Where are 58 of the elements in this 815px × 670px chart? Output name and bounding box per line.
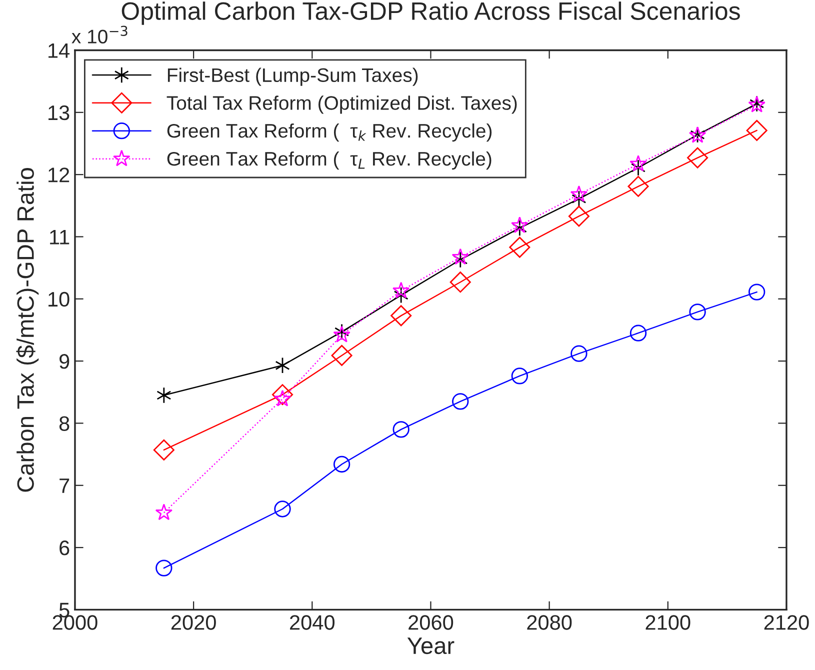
point <box>511 216 528 233</box>
x-axis-title: Year <box>407 638 454 654</box>
point <box>572 190 586 208</box>
y-tick-label: 11 <box>50 230 70 244</box>
point <box>630 154 647 172</box>
point <box>746 120 768 141</box>
x-tick-label: 2100 <box>646 615 690 630</box>
point <box>390 305 412 326</box>
point <box>155 504 173 520</box>
point <box>687 147 708 168</box>
point <box>452 248 469 265</box>
y-tick-label: 10 <box>48 292 70 307</box>
legend-label: Green Tax Reform ( τ$_{L}$ Rev. Recycle) <box>167 151 492 170</box>
y-tick-label: 6 <box>60 540 70 556</box>
point <box>392 421 410 438</box>
point <box>394 286 408 304</box>
x-tick-label: 2040 <box>290 615 335 630</box>
point <box>630 324 647 342</box>
x-tick-label: 2000 <box>52 615 98 630</box>
text: x 10$^{−3}$ <box>72 26 128 44</box>
point <box>333 456 350 473</box>
point <box>512 220 527 236</box>
x-tick-label: 2080 <box>527 615 572 630</box>
point <box>274 500 291 518</box>
y-tick-label: 13 <box>48 105 70 120</box>
point <box>452 393 469 410</box>
point <box>156 560 172 576</box>
y-tick-label: 9 <box>60 354 70 369</box>
legend-label: Green Tax Reform ( τ$_{k}$ Rev. Recycle) <box>167 123 492 142</box>
point <box>570 345 588 362</box>
x-tick-label: 2020 <box>171 615 216 630</box>
point <box>392 282 410 298</box>
point <box>630 159 646 176</box>
x-tick-label: 2120 <box>764 615 809 630</box>
legend-label: First-Best (Lump-Sum Taxes) <box>168 68 418 86</box>
point <box>275 357 290 374</box>
point <box>568 206 590 227</box>
point <box>511 368 528 384</box>
point <box>689 304 706 320</box>
chart-title: Optimal Carbon Tax-GDP Ratio Across Fiscal Scenarios <box>122 2 740 25</box>
y-axis-title: Carbon Tax ($/mtC)-GDP Ratio <box>16 168 39 492</box>
point <box>156 386 172 404</box>
point <box>748 284 766 300</box>
point <box>450 272 471 293</box>
point <box>628 176 649 197</box>
point <box>509 236 530 258</box>
point <box>453 251 468 268</box>
y-tick-label: 8 <box>59 416 70 431</box>
point <box>153 439 174 460</box>
y-tick-label: 7 <box>60 478 70 493</box>
y-tick-label: 14 <box>48 43 70 58</box>
y-tick-label: 12 <box>48 168 70 182</box>
y-tick-label: 5 <box>59 602 70 618</box>
point <box>570 185 588 202</box>
point <box>272 384 294 406</box>
point <box>331 344 352 366</box>
legend-label: Total Tax Reform (Optimized Dist. Taxes) <box>166 96 517 114</box>
x-tick-label: 2060 <box>408 615 454 630</box>
